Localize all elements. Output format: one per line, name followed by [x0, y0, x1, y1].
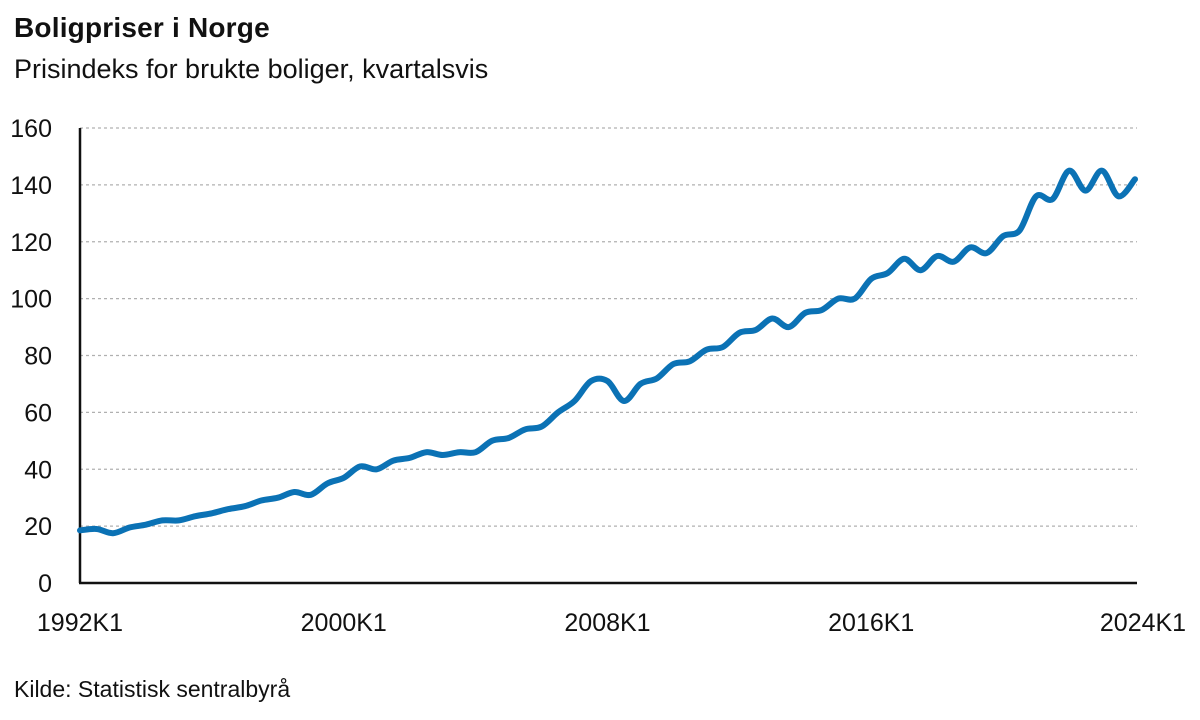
data-point [687, 358, 693, 364]
data-point [506, 435, 512, 441]
x-tick-label: 1992K1 [37, 609, 123, 637]
data-point [209, 510, 215, 516]
data-point [786, 324, 792, 330]
data-point [242, 503, 248, 509]
data-point [522, 426, 528, 432]
data-point [324, 481, 330, 487]
data-point [967, 244, 973, 250]
data-point [769, 316, 775, 322]
data-point [1083, 188, 1089, 194]
data-point [94, 526, 100, 532]
data-point [638, 381, 644, 387]
data-point [1099, 168, 1105, 174]
y-axis-tick-labels: 0 20 40 60 80 100 120 140 160 [10, 115, 52, 598]
data-point [143, 522, 149, 528]
data-point [1116, 193, 1122, 199]
data-point [951, 259, 957, 265]
data-point [473, 449, 479, 455]
data-point [835, 296, 841, 302]
data-point [159, 517, 165, 523]
data-point [77, 527, 83, 533]
data-point [753, 327, 759, 333]
data-point [374, 466, 380, 472]
y-tick-label: 160 [10, 115, 52, 143]
data-point [127, 525, 133, 531]
data-point [456, 449, 462, 455]
data-point [621, 398, 627, 404]
data-point [901, 256, 907, 262]
x-tick-label: 2024K1 [1100, 609, 1186, 637]
series-group [77, 167, 1138, 537]
data-point [572, 398, 578, 404]
data-point [489, 438, 495, 444]
data-point [341, 475, 347, 481]
data-point [1066, 168, 1072, 174]
data-point [670, 361, 676, 367]
data-point [654, 375, 660, 381]
data-point [819, 307, 825, 313]
x-tick-label: 2016K1 [828, 609, 914, 637]
source-note: Kilde: Statistisk sentralbyrå [14, 676, 291, 702]
data-point [192, 513, 198, 519]
data-point [407, 455, 413, 461]
data-point [736, 330, 742, 336]
y-tick-label: 20 [24, 513, 52, 541]
data-point [918, 267, 924, 273]
data-point [852, 296, 858, 302]
data-point [275, 495, 281, 501]
y-tick-label: 100 [10, 286, 52, 314]
data-point [1132, 176, 1138, 182]
data-point [555, 409, 561, 415]
data-point [308, 492, 314, 498]
grid-lines [80, 127, 1137, 527]
y-tick-label: 60 [24, 399, 52, 427]
x-axis-tick-labels: 1992K1 2000K1 2008K1 2016K1 2024K1 [37, 609, 1186, 637]
data-point [984, 250, 990, 256]
data-point [1033, 193, 1039, 199]
data-point [868, 276, 874, 282]
chart-subtitle: Prisindeks for brukte boliger, kvartalsv… [14, 54, 489, 84]
data-point [885, 270, 891, 276]
data-point [225, 506, 231, 512]
x-tick-label: 2000K1 [301, 609, 387, 637]
data-point [258, 498, 264, 504]
data-point [1000, 233, 1006, 239]
y-tick-label: 120 [10, 229, 52, 257]
data-point [934, 253, 940, 259]
y-tick-label: 140 [10, 172, 52, 200]
data-point [291, 489, 297, 495]
series-line [77, 167, 1138, 537]
y-tick-label: 0 [38, 570, 52, 598]
data-point [440, 452, 446, 458]
chart-title: Boligpriser i Norge [14, 12, 270, 43]
data-point [1050, 196, 1056, 202]
data-point [605, 378, 611, 384]
data-point [110, 530, 116, 536]
data-point [720, 344, 726, 350]
data-point [802, 310, 808, 316]
data-point [176, 517, 182, 523]
data-point [357, 463, 363, 469]
data-point [539, 424, 545, 430]
data-point [390, 458, 396, 464]
data-point [423, 449, 429, 455]
data-point [1017, 227, 1023, 233]
x-tick-label: 2008K1 [564, 609, 650, 637]
data-point [703, 347, 709, 353]
data-point [588, 378, 594, 384]
y-tick-label: 40 [24, 456, 52, 484]
y-tick-label: 80 [24, 343, 52, 371]
